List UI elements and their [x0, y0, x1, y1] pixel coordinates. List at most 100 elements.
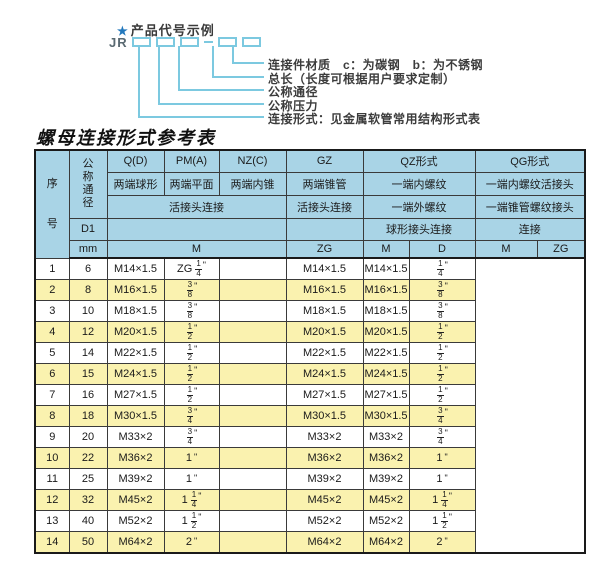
header-sub-qz-m: M	[362, 239, 410, 259]
row-qg-zg: 1 2 "	[408, 363, 476, 385]
connector-line	[212, 46, 214, 78]
row-qg-m: M52×2	[362, 510, 410, 532]
code-box	[132, 37, 151, 47]
row-gz: 1 "	[163, 447, 220, 469]
row-qz-m	[218, 447, 287, 469]
row-qz-d: M24×1.5	[285, 363, 364, 385]
row-m: M27×1.5	[106, 384, 165, 406]
table-row: 1 6 M14×1.5 ZG 1 4 " M14×1.5 M14×1.5 1 4 "	[34, 257, 585, 280]
row-qg-m: M64×2	[362, 531, 410, 554]
row-dn: 32	[68, 489, 108, 511]
table-row: 3 10 M18×1.5 3 8 " M18×1.5 M18×1.5 3 8 "	[34, 300, 585, 322]
row-qz-m	[218, 510, 287, 532]
row-gz: ZG 1 4 "	[163, 257, 220, 280]
row-no: 1	[34, 257, 70, 280]
table-row: 6 15 M24×1.5 1 2 " M24×1.5 M24×1.5 1 2 "	[34, 363, 585, 385]
row-qz-d: M33×2	[285, 426, 364, 448]
row-qz-m	[218, 468, 287, 490]
row-m: M39×2	[106, 468, 165, 490]
diagram-heading-text: 产品代号示例	[130, 23, 215, 38]
row-gz: 3 4 "	[163, 426, 220, 448]
header-col-qz: QZ形式	[362, 149, 476, 173]
row-no: 2	[34, 279, 70, 301]
row-dn: 22	[68, 447, 108, 469]
table-row: 5 14 M22×1.5 1 2 " M22×1.5 M22×1.5 1 2 "	[34, 342, 585, 364]
table-row: 12 32 M45×2 1 1 4 " M45×2 M45×2 1 1 4 "	[34, 489, 585, 511]
connector-line	[158, 103, 264, 105]
code-box	[242, 37, 261, 47]
header-qg-desc2: 一端锥管螺纹接头	[474, 194, 586, 219]
row-no: 5	[34, 342, 70, 364]
code-label-length: 总长（长度可根据用户要求定制）	[268, 72, 456, 86]
row-no: 12	[34, 489, 70, 511]
row-qz-m	[218, 405, 287, 427]
row-gz: 1 2 "	[163, 321, 220, 343]
table-row: 13 40 M52×2 1 1 2 " M52×2 M52×2 1 1 2 "	[34, 510, 585, 532]
table-row: 14 50 M64×2 2 " M64×2 M64×2 2 "	[34, 531, 585, 554]
row-m: M24×1.5	[106, 363, 165, 385]
header-sub-qz-d: D	[408, 239, 476, 259]
row-no: 11	[34, 468, 70, 490]
row-m: M45×2	[106, 489, 165, 511]
diagram-heading: ★ 产品代号示例	[117, 20, 215, 39]
star-icon: ★	[117, 24, 129, 38]
header-qz-desc2: 一端外螺纹	[362, 194, 476, 219]
row-qz-d: M36×2	[285, 447, 364, 469]
row-dn: 25	[68, 468, 108, 490]
row-no: 7	[34, 384, 70, 406]
code-box	[218, 37, 237, 47]
row-qg-m: M33×2	[362, 426, 410, 448]
row-dn: 8	[68, 279, 108, 301]
header-sub-qg-m: M	[474, 239, 538, 259]
code-box	[180, 37, 199, 47]
row-qz-d: M45×2	[285, 489, 364, 511]
header-q-desc: 两端球形	[106, 171, 165, 196]
row-qz-m	[218, 426, 287, 448]
row-qg-m: M22×1.5	[362, 342, 410, 364]
row-m: M14×1.5	[106, 257, 165, 280]
product-code-row: JR	[109, 35, 261, 50]
header-qg-desc1: 一端内螺纹活接头	[474, 171, 586, 196]
connector-line	[212, 76, 264, 78]
table-row: 11 25 M39×2 1 " M39×2 M39×2 1 "	[34, 468, 585, 490]
row-gz: 1 2 "	[163, 363, 220, 385]
row-qg-m: M20×1.5	[362, 321, 410, 343]
row-qg-zg: 3 4 "	[408, 426, 476, 448]
row-qz-m	[218, 321, 287, 343]
row-m: M52×2	[106, 510, 165, 532]
code-dash	[204, 41, 213, 43]
row-qz-m	[218, 489, 287, 511]
row-qz-d: M30×1.5	[285, 405, 364, 427]
row-qg-zg: 2 "	[408, 531, 476, 554]
row-gz: 1 1 4 "	[163, 489, 220, 511]
header-sub-qg-zg: ZG	[536, 239, 586, 259]
row-qg-zg: 3 8 "	[408, 279, 476, 301]
header-blank-left	[106, 217, 287, 241]
header-sub-m: M	[106, 239, 287, 259]
row-m: M16×1.5	[106, 279, 165, 301]
row-qg-zg: 3 8 "	[408, 300, 476, 322]
row-no: 6	[34, 363, 70, 385]
row-qg-m: M16×1.5	[362, 279, 410, 301]
row-qz-d: M27×1.5	[285, 384, 364, 406]
row-qg-m: M36×2	[362, 447, 410, 469]
row-qz-d: M22×1.5	[285, 342, 364, 364]
row-no: 3	[34, 300, 70, 322]
row-gz: 1 1 2 "	[163, 510, 220, 532]
row-gz: 3 8 "	[163, 279, 220, 301]
code-label-material: 连接件材质 c：为碳钢 b：为不锈钢	[268, 58, 484, 72]
row-no: 13	[34, 510, 70, 532]
row-gz: 1 2 "	[163, 384, 220, 406]
row-no: 8	[34, 405, 70, 427]
header-qz-desc1: 一端内螺纹	[362, 171, 476, 196]
code-box	[156, 37, 175, 47]
header-union-left: 活接头连接	[106, 194, 287, 219]
row-m: M36×2	[106, 447, 165, 469]
table-row: 7 16 M27×1.5 1 2 " M27×1.5 M27×1.5 1 2 "	[34, 384, 585, 406]
row-qg-zg: 1 1 4 "	[408, 489, 476, 511]
header-qz-conn: 球形接头连接	[362, 217, 476, 241]
row-qg-zg: 1 4 "	[408, 257, 476, 280]
row-m: M22×1.5	[106, 342, 165, 364]
header-col-nz: NZ(C)	[218, 149, 287, 173]
